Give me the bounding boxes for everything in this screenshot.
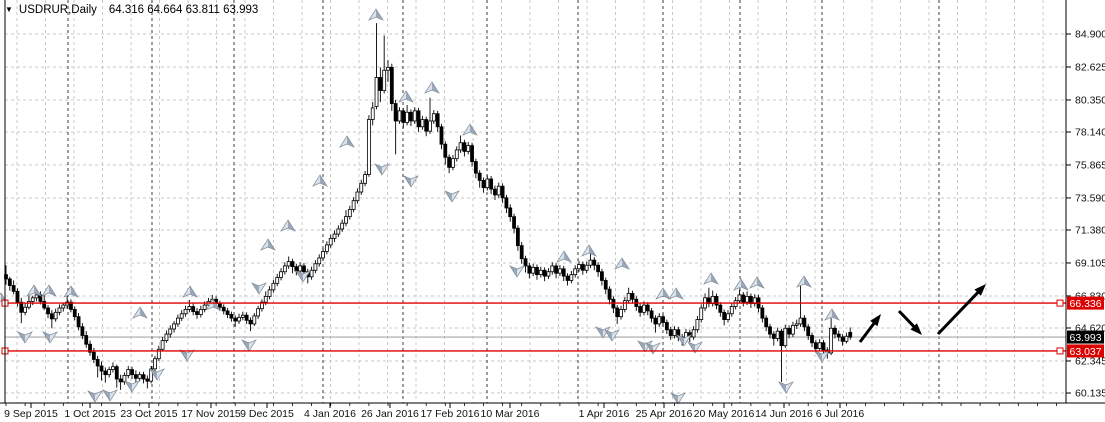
fractal-down-icon — [42, 331, 58, 344]
fractal-down-icon — [670, 392, 686, 405]
price-marker-labels: 66.336 63.993 63.037 — [1067, 296, 1104, 358]
fractal-up-icon — [824, 308, 840, 321]
x-axis[interactable]: 9 Sep 2015 1 Oct 2015 23 Oct 2015 17 Nov 20… — [4, 403, 1057, 420]
fractal-down-icon — [645, 342, 661, 355]
date-tick-label: 9 Sep 2015 — [4, 408, 58, 420]
fractal-down-icon — [124, 380, 140, 393]
fractal-down-icon — [374, 163, 390, 176]
price-tick-label: 62.345 — [1075, 355, 1105, 367]
trend-annotation-arrows[interactable] — [858, 284, 986, 343]
price-tick-label: 80.350 — [1075, 94, 1105, 106]
price-tick-label: 69.105 — [1075, 257, 1105, 269]
fractal-up-icon — [462, 123, 478, 136]
fractal-up-icon — [614, 257, 630, 270]
support-price-label — [1067, 344, 1104, 358]
arrowhead-icon — [870, 314, 881, 327]
last-price-label-text: 63.993 — [1070, 332, 1102, 344]
date-tick-label: 10 Mar 2016 — [481, 408, 540, 420]
price-tick-label: 71.380 — [1075, 224, 1105, 236]
fractal-up-icon — [132, 306, 148, 319]
fractal-arrows-layer — [0, 8, 840, 405]
fractal-up-icon — [749, 276, 765, 289]
fractal-up-icon — [280, 219, 296, 232]
date-tick-label: 26 Jan 2016 — [361, 408, 419, 420]
date-tick-label: 25 Apr 2016 — [636, 408, 693, 420]
last-price-label — [1067, 330, 1104, 344]
fractal-down-icon — [778, 381, 794, 394]
line-handle[interactable] — [1056, 299, 1064, 307]
fractal-down-icon — [87, 390, 103, 403]
fractal-down-icon — [295, 270, 311, 283]
price-tick-label: 84.900 — [1075, 29, 1105, 41]
date-tick-label: 9 Dec 2015 — [240, 408, 294, 420]
date-tick-label: 20 May 2016 — [694, 408, 755, 420]
grid-layer — [5, 0, 1066, 403]
date-tick-label: 14 Jun 2016 — [755, 408, 813, 420]
resistance-price-label — [1067, 296, 1104, 310]
symbol-dropdown-icon[interactable]: ▼ — [5, 5, 13, 14]
fractal-up-icon — [733, 278, 749, 291]
fractal-down-icon — [604, 329, 620, 342]
fractal-down-icon — [509, 265, 525, 278]
arrowhead-icon — [974, 284, 986, 296]
fractal-up-icon — [260, 238, 276, 251]
line-handle[interactable] — [1056, 347, 1064, 355]
fractal-up-icon — [368, 8, 384, 21]
fractal-down-icon — [241, 339, 257, 352]
price-tick-label: 82.625 — [1075, 61, 1105, 73]
fractal-down-icon — [251, 282, 267, 295]
date-tick-label: 17 Feb 2016 — [421, 408, 480, 420]
fractal-down-icon — [179, 349, 195, 362]
resistance-price-label-text: 66.336 — [1070, 298, 1102, 310]
support-price-label-text: 63.037 — [1070, 346, 1102, 358]
fractal-down-icon — [149, 368, 165, 381]
chart-title-bar: ▼ USDRUR,Daily 64.316 64.664 63.811 63.9… — [5, 4, 258, 16]
fractal-down-icon — [676, 334, 692, 347]
date-tick-label: 1 Apr 2016 — [579, 408, 630, 420]
fractal-up-icon — [41, 284, 57, 297]
fractal-down-icon — [17, 331, 33, 344]
fractal-up-icon — [703, 272, 719, 285]
period-separators-layer — [67, 0, 940, 403]
fractal-up-icon — [655, 287, 671, 300]
fractal-down-icon — [444, 190, 460, 203]
date-tick-label: 6 Jul 2016 — [816, 408, 865, 420]
candles-layer — [4, 23, 853, 390]
fractal-up-icon — [182, 285, 198, 298]
date-tick-label: 23 Oct 2015 — [120, 408, 177, 420]
fractal-up-icon — [424, 81, 440, 94]
price-tick-label: 75.865 — [1075, 159, 1105, 171]
fractal-down-icon — [403, 175, 419, 188]
fractal-up-icon — [556, 250, 572, 263]
arrowhead-icon — [910, 323, 922, 335]
fractal-up-icon — [63, 285, 79, 298]
date-tick-label: 1 Oct 2015 — [64, 408, 116, 420]
fractal-up-icon — [339, 135, 355, 148]
fractal-up-icon — [26, 284, 42, 297]
symbol-timeframe-label: USDRUR,Daily — [18, 4, 97, 16]
fractal-up-icon — [312, 174, 328, 187]
price-tick-label: 73.590 — [1075, 192, 1105, 204]
fractal-down-icon — [102, 389, 118, 402]
fractal-up-icon — [581, 244, 597, 257]
fractal-up-icon — [668, 287, 684, 300]
price-tick-label: 78.140 — [1075, 126, 1105, 138]
fractal-up-icon — [398, 90, 414, 103]
date-tick-label: 17 Nov 2015 — [181, 408, 241, 420]
fractal-up-icon — [796, 275, 812, 288]
date-tick-label: 4 Jan 2016 — [304, 408, 356, 420]
price-tick-label: 60.135 — [1075, 388, 1105, 400]
ohlc-values: 64.316 64.664 63.811 63.993 — [108, 4, 259, 16]
